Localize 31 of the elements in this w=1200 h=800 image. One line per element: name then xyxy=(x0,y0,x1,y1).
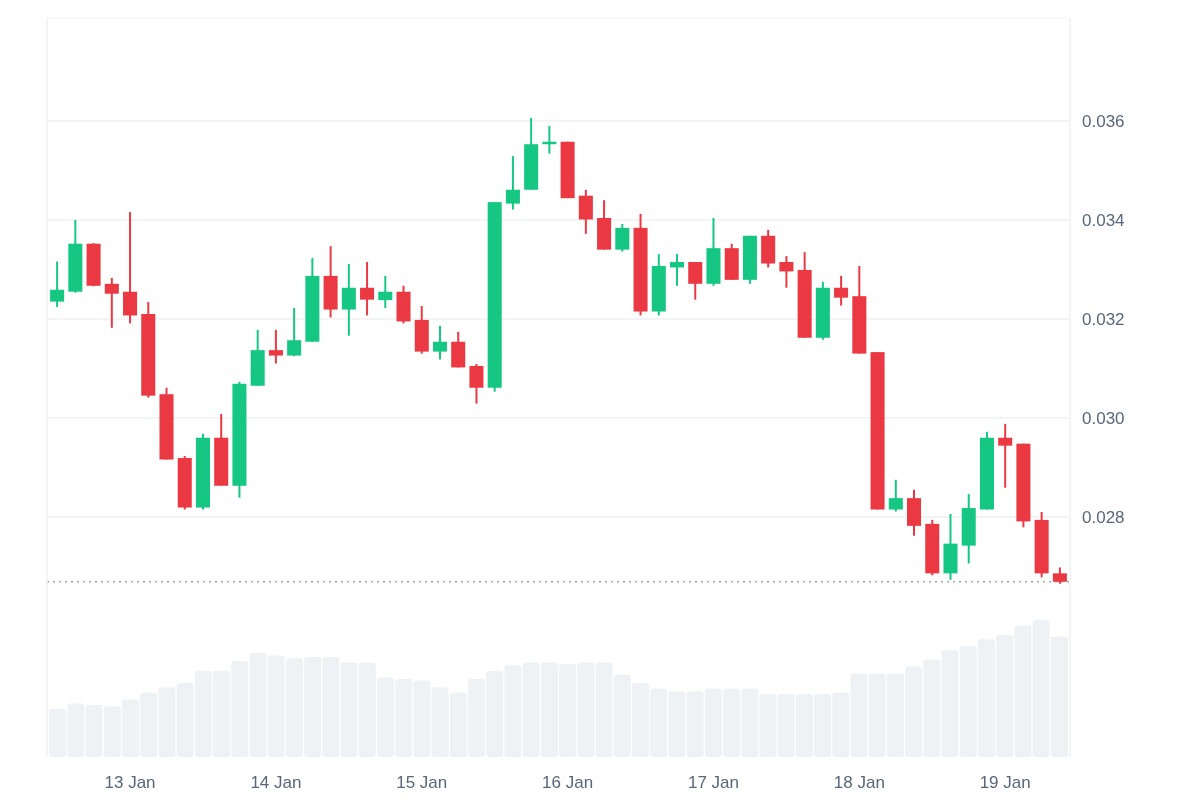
candlestick xyxy=(779,255,794,289)
candlestick xyxy=(268,328,283,365)
candlestick xyxy=(505,155,520,211)
x-tick-label: 19 Jan xyxy=(979,773,1031,792)
y-tick-label: 0.028 xyxy=(1082,507,1125,527)
candlestick xyxy=(123,211,138,325)
x-tick-label: 15 Jan xyxy=(396,773,448,792)
candlestick xyxy=(469,362,484,405)
candlestick xyxy=(578,188,593,235)
x-tick-label: 14 Jan xyxy=(250,773,302,792)
y-tick-label: 0.036 xyxy=(1082,111,1125,131)
x-tick-label: 17 Jan xyxy=(687,773,739,792)
x-tick-label: 16 Jan xyxy=(542,773,594,792)
candlestick xyxy=(888,478,903,513)
candlestick xyxy=(378,274,393,310)
candlestick xyxy=(50,260,65,309)
y-tick-label: 0.034 xyxy=(1082,210,1125,230)
candlestick xyxy=(360,261,375,317)
candlestick xyxy=(615,222,630,253)
candlestick xyxy=(287,307,302,358)
candlestick xyxy=(104,276,119,329)
candlestick xyxy=(998,422,1013,489)
candlestick xyxy=(834,274,849,307)
y-tick-label: 0.030 xyxy=(1082,408,1125,428)
candlestick xyxy=(669,253,685,287)
x-tick-label: 13 Jan xyxy=(104,773,156,792)
y-tick-label: 0.032 xyxy=(1082,309,1125,329)
x-tick-label: 18 Jan xyxy=(833,773,885,792)
candlestick xyxy=(341,263,356,337)
candlestick xyxy=(688,261,703,301)
candlestick xyxy=(432,324,448,361)
